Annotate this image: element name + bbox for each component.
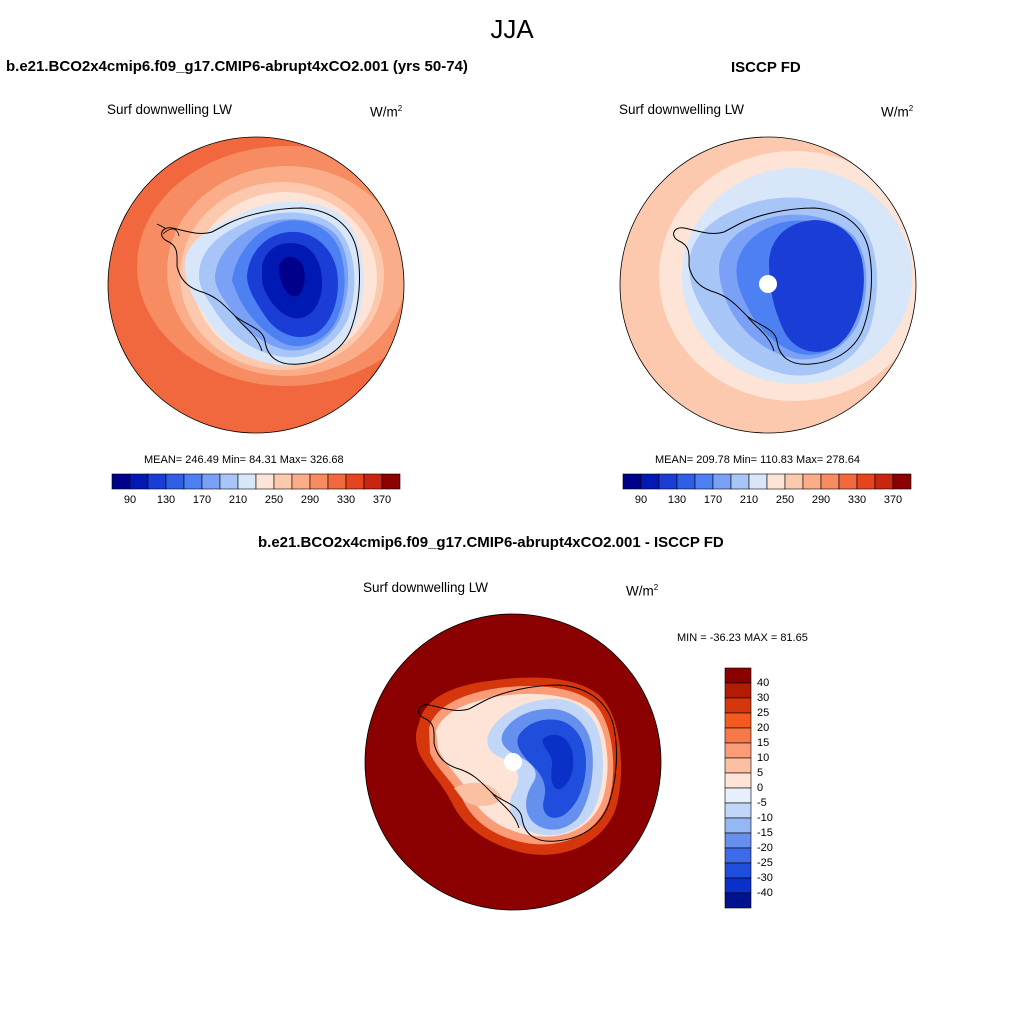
model-colorbar-swatch (273, 473, 293, 490)
obs-colorbar-tick-label: 250 (775, 494, 795, 506)
diff-colorbar-tick-label: -25 (757, 857, 773, 869)
obs-colorbar-tick-label: 330 (847, 494, 867, 506)
obs-colorbar-tick-label: 370 (883, 494, 903, 506)
obs-colorbar-swatch (892, 473, 912, 490)
model-colorbar-swatch (255, 473, 275, 490)
model-variable-label: Surf downwelling LW (107, 102, 233, 117)
diff-stats: MIN = -36.23 MAX = 81.65 (677, 632, 808, 644)
model-colorbar-swatch (219, 473, 239, 490)
diff-colorbar-swatch (724, 892, 752, 909)
model-stats: MEAN= 246.49 Min= 84.31 Max= 326.68 (144, 454, 344, 466)
diff-variable-label: Surf downwelling LW (363, 580, 489, 595)
obs-colorbar-swatch (694, 473, 714, 490)
obs-colorbar-tick-label: 90 (634, 494, 648, 506)
diff-colorbar-tick-label: -30 (757, 872, 773, 884)
obs-colorbar-swatch (622, 473, 642, 490)
obs-colorbar-swatch (658, 473, 678, 490)
obs-colorbar-swatch (676, 473, 696, 490)
model-colorbar-swatch (309, 473, 329, 490)
model-units-label: W/m2 (370, 104, 403, 120)
diff-colorbar-tick-label: 30 (757, 692, 770, 704)
model-colorbar-tick-label: 130 (156, 494, 176, 506)
diff-colorbar-tick-label: -15 (757, 827, 773, 839)
diff-colorbar-tick-label: -10 (757, 812, 773, 824)
diff-colorbar-tick-label: 10 (757, 752, 770, 764)
diff-colorbar-tick-label: 20 (757, 722, 770, 734)
diff-colorbar (724, 667, 752, 909)
model-colorbar-swatch (111, 473, 131, 490)
obs-colorbar-swatch (856, 473, 876, 490)
obs-colorbar-swatch (838, 473, 858, 490)
diff-panel-title: b.e21.BCO2x4cmip6.f09_g17.CMIP6-abrupt4x… (258, 534, 724, 551)
obs-polar-map (619, 136, 917, 434)
obs-units-label: W/m2 (881, 104, 914, 120)
obs-colorbar-swatch (820, 473, 840, 490)
diff-colorbar-tick-label: 25 (757, 707, 770, 719)
diff-colorbar-tick-label: -20 (757, 842, 773, 854)
model-colorbar-tick-label: 210 (228, 494, 248, 506)
model-panel-title: b.e21.BCO2x4cmip6.f09_g17.CMIP6-abrupt4x… (6, 58, 468, 75)
model-colorbar-swatch (237, 473, 257, 490)
model-polar-map (107, 136, 405, 434)
model-colorbar-swatch (327, 473, 347, 490)
model-colorbar-swatch (165, 473, 185, 490)
obs-colorbar-ticks: 90 130 170 210 250 290 330 370 (623, 494, 911, 508)
obs-colorbar-swatch (748, 473, 768, 490)
obs-colorbar-swatch (802, 473, 822, 490)
diff-colorbar-tick-label: -5 (757, 797, 767, 809)
model-colorbar-tick-label: 250 (264, 494, 284, 506)
model-colorbar-swatch (291, 473, 311, 490)
diff-colorbar-tick-label: 40 (757, 677, 770, 689)
model-colorbar-swatch (363, 473, 383, 490)
model-colorbar-swatch (129, 473, 149, 490)
model-colorbar-swatch (381, 473, 401, 490)
obs-colorbar (622, 473, 912, 490)
model-colorbar-tick-label: 290 (300, 494, 320, 506)
model-colorbar-tick-label: 170 (192, 494, 212, 506)
obs-colorbar-swatch (730, 473, 750, 490)
diff-polar-map (364, 613, 662, 911)
obs-colorbar-swatch (640, 473, 660, 490)
obs-colorbar-swatch (874, 473, 894, 490)
diff-colorbar-tick-label: 15 (757, 737, 770, 749)
obs-colorbar-tick-label: 210 (739, 494, 759, 506)
diff-colorbar-tick-label: -40 (757, 887, 773, 899)
figure-title: JJA (490, 14, 534, 44)
model-colorbar-swatch (201, 473, 221, 490)
obs-panel-title: ISCCP FD (731, 59, 801, 76)
model-colorbar-swatch (183, 473, 203, 490)
model-colorbar-tick-label: 330 (336, 494, 356, 506)
model-colorbar-swatch (345, 473, 365, 490)
obs-stats: MEAN= 209.78 Min= 110.83 Max= 278.64 (655, 454, 860, 466)
obs-colorbar-tick-label: 170 (703, 494, 723, 506)
obs-colorbar-swatch (784, 473, 804, 490)
obs-colorbar-swatch (766, 473, 786, 490)
obs-colorbar-tick-label: 130 (667, 494, 687, 506)
diff-colorbar-tick-label: 5 (757, 767, 764, 779)
model-colorbar-swatch (147, 473, 167, 490)
model-colorbar-tick-label: 90 (123, 494, 137, 506)
obs-colorbar-swatch (712, 473, 732, 490)
diff-colorbar-tick-label: 0 (757, 782, 764, 794)
diff-units-label: W/m2 (626, 583, 659, 599)
diff-colorbar-ticks: 40 30 25 20 15 10 5 0 -5 -10 -15 -20 -25 -30 -40 (725, 668, 785, 908)
model-colorbar (111, 473, 401, 490)
model-colorbar-ticks: 90 130 170 210 250 290 330 370 (112, 494, 400, 508)
obs-variable-label: Surf downwelling LW (619, 102, 745, 117)
obs-colorbar-tick-label: 290 (811, 494, 831, 506)
model-colorbar-tick-label: 370 (372, 494, 392, 506)
